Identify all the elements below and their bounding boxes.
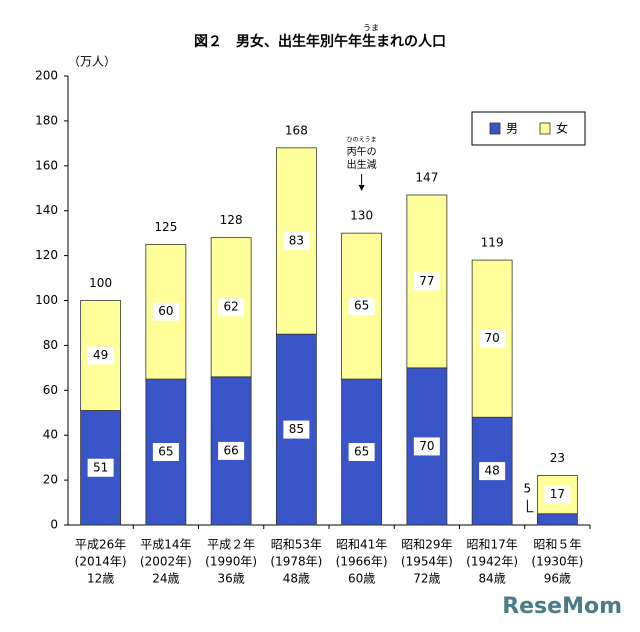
annotation: 出生減: [347, 158, 377, 171]
total-label: 128: [220, 213, 243, 227]
y-tick-label: 140: [35, 203, 58, 217]
x-tick-label: (1990年): [205, 555, 257, 569]
x-tick-label: 昭和41年: [336, 538, 387, 552]
y-tick-label: 100: [35, 293, 58, 307]
watermark: ReseMom: [502, 594, 622, 619]
segment-label: 60: [158, 304, 173, 318]
label-box: [544, 485, 571, 504]
x-tick-label: 平成２年: [207, 538, 255, 552]
segment-label: 62: [223, 300, 238, 314]
arrow-head: [358, 185, 365, 191]
label-box: [152, 443, 179, 462]
y-tick-label: 160: [35, 158, 58, 172]
segment-label: 66: [223, 443, 238, 457]
x-tick-label: 昭和29年: [401, 538, 452, 552]
x-tick-label: 平成14年: [140, 538, 191, 552]
x-tick-label: (1978年): [270, 555, 322, 569]
total-label: 130: [350, 209, 373, 223]
x-tick-label: 昭和17年: [466, 538, 517, 552]
label-box: [283, 420, 310, 439]
label-box: [479, 329, 506, 348]
bar-segment: [536, 513, 578, 526]
segment-label: 65: [354, 445, 369, 459]
total-label: 125: [154, 220, 177, 234]
label-box: [87, 346, 114, 365]
y-tick-label: 20: [43, 473, 58, 487]
total-label: 23: [550, 451, 565, 465]
label-box: [348, 297, 375, 316]
legend-label: 男: [506, 122, 518, 136]
label-box: [479, 462, 506, 481]
annotation: 丙午の: [347, 145, 377, 158]
label-box: [152, 302, 179, 321]
segment-label: 65: [354, 299, 369, 313]
segment-label: 17: [550, 487, 565, 501]
y-tick-label: 80: [43, 338, 58, 352]
label-box: [413, 437, 440, 456]
title-ruby: うま: [363, 24, 379, 33]
x-tick-label: 60歳: [348, 572, 375, 586]
x-tick-label: 72歳: [413, 572, 440, 586]
label-box: [87, 458, 114, 477]
total-label: 147: [415, 170, 438, 184]
x-tick-label: (2002年): [140, 555, 192, 569]
y-unit: （万人）: [68, 55, 116, 69]
y-tick-label: 120: [35, 248, 58, 262]
chart-title: 図２ 男女、出生年別午年生まれの人口: [194, 33, 446, 50]
x-tick-label: 24歳: [152, 572, 179, 586]
annotation-ruby: ひのえうま: [347, 137, 377, 144]
legend-label: 女: [556, 121, 568, 136]
total-label: 119: [481, 236, 504, 250]
x-tick-label: (1930年): [531, 555, 583, 569]
legend-swatch: [539, 122, 551, 135]
x-tick-label: 昭和53年: [271, 538, 322, 552]
x-tick-label: (1942年): [466, 555, 518, 569]
segment-label: 5: [524, 481, 532, 495]
segment-label: 51: [93, 460, 108, 474]
x-tick-label: 36歳: [217, 572, 244, 586]
x-tick-label: 84歳: [478, 572, 505, 586]
y-tick-label: 180: [35, 113, 58, 127]
segment-label: 49: [93, 348, 108, 362]
label-box: [348, 443, 375, 462]
total-label: 100: [89, 276, 112, 290]
x-tick-label: (1954年): [401, 555, 453, 569]
total-label: 168: [285, 123, 308, 137]
segment-label: 77: [419, 274, 434, 288]
x-tick-label: 48歳: [283, 572, 310, 586]
x-tick-label: (1966年): [336, 555, 388, 569]
x-tick-label: 平成26年: [75, 538, 126, 552]
label-box: [218, 298, 245, 317]
segment-label: 65: [158, 445, 173, 459]
y-tick-label: 40: [43, 428, 58, 442]
segment-label: 85: [289, 422, 304, 436]
legend-box: [471, 111, 586, 146]
y-tick-label: 0: [50, 518, 58, 532]
label-box: [218, 441, 245, 460]
y-tick-label: 200: [35, 69, 58, 83]
x-tick-label: 12歳: [87, 572, 114, 586]
x-tick-label: (2014年): [75, 555, 127, 569]
segment-label: 70: [484, 331, 499, 345]
bar-segment: [341, 378, 383, 526]
x-tick-label: 昭和５年: [533, 538, 581, 552]
label-leader: [526, 499, 534, 513]
segment-label: 83: [289, 234, 304, 248]
label-box: [413, 272, 440, 291]
x-tick-label: 96歳: [544, 572, 571, 586]
segment-label: 70: [419, 439, 434, 453]
legend-swatch: [489, 122, 501, 135]
y-tick-label: 60: [43, 383, 58, 397]
segment-label: 48: [484, 464, 499, 478]
label-box: [283, 232, 310, 251]
